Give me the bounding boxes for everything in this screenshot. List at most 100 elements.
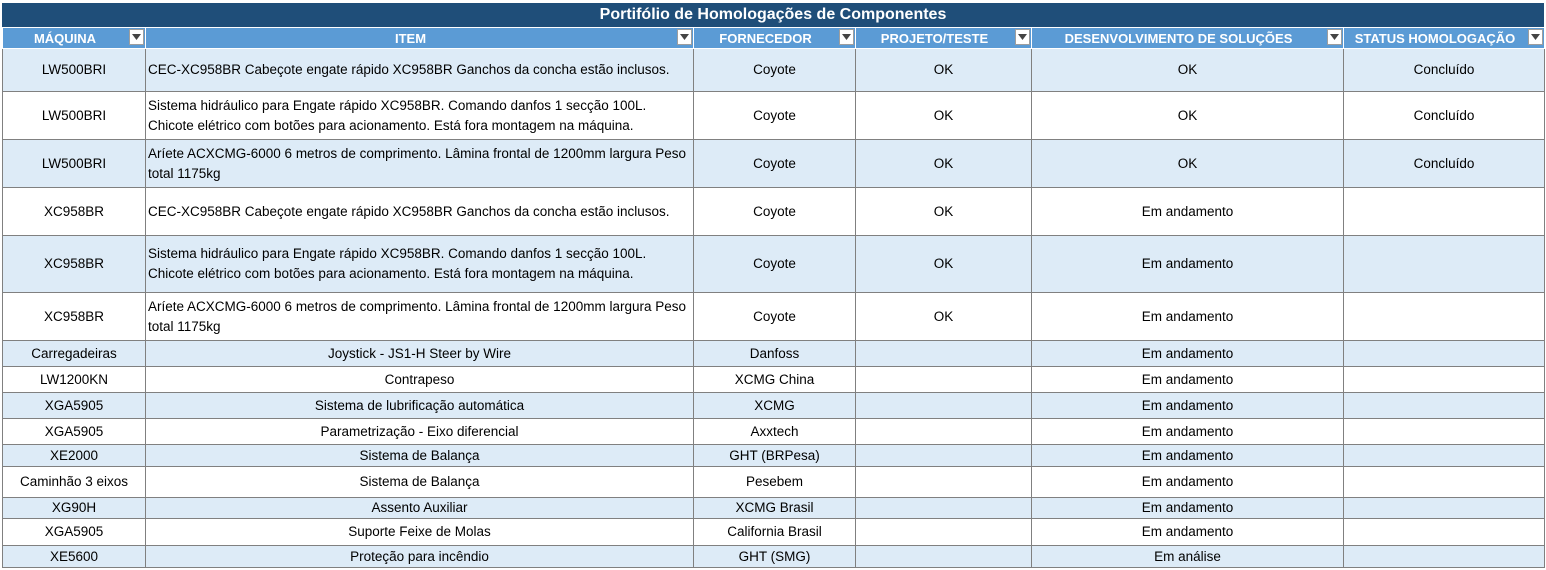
filter-dropdown-icon[interactable] [677, 29, 692, 45]
cell-item[interactable]: Sistema de Balança [145, 466, 694, 498]
cell-desenvolvimento[interactable]: Em andamento [1031, 418, 1344, 445]
cell-status[interactable] [1343, 466, 1545, 498]
cell-desenvolvimento[interactable]: OK [1031, 48, 1344, 92]
cell-status[interactable]: Concluído [1343, 48, 1545, 92]
cell-fornecedor[interactable]: Coyote [693, 187, 856, 236]
cell-desenvolvimento[interactable]: Em andamento [1031, 235, 1344, 293]
cell-status[interactable] [1343, 292, 1545, 341]
cell-item[interactable]: Sistema hidráulico para Engate rápido XC… [145, 91, 694, 140]
cell-item[interactable]: Proteção para incêndio [145, 545, 694, 568]
cell-fornecedor[interactable]: Coyote [693, 139, 856, 188]
cell-status[interactable]: Concluído [1343, 139, 1545, 188]
cell-maquina[interactable]: XC958BR [2, 187, 146, 236]
cell-fornecedor[interactable]: California Brasil [693, 518, 856, 546]
cell-desenvolvimento[interactable]: Em andamento [1031, 466, 1344, 498]
cell-status[interactable]: Concluído [1343, 91, 1545, 140]
cell-desenvolvimento[interactable]: Em andamento [1031, 366, 1344, 393]
cell-projeto-teste[interactable] [855, 392, 1032, 419]
cell-status[interactable] [1343, 392, 1545, 419]
cell-desenvolvimento[interactable]: OK [1031, 139, 1344, 188]
cell-projeto-teste[interactable] [855, 366, 1032, 393]
filter-dropdown-icon[interactable] [839, 29, 854, 45]
filter-dropdown-icon[interactable] [1015, 29, 1030, 45]
cell-desenvolvimento[interactable]: Em andamento [1031, 340, 1344, 367]
cell-maquina[interactable]: XE5600 [2, 545, 146, 568]
cell-projeto-teste[interactable] [855, 545, 1032, 568]
cell-item[interactable]: Assento Auxiliar [145, 497, 694, 519]
cell-item[interactable]: CEC-XC958BR Cabeçote engate rápido XC958… [145, 187, 694, 236]
cell-maquina[interactable]: Caminhão 3 eixos [2, 466, 146, 498]
cell-desenvolvimento[interactable]: Em análise [1031, 545, 1344, 568]
cell-maquina[interactable]: XE2000 [2, 444, 146, 467]
filter-dropdown-icon[interactable] [1528, 29, 1543, 45]
cell-status[interactable] [1343, 418, 1545, 445]
cell-projeto-teste[interactable]: OK [855, 187, 1032, 236]
cell-fornecedor[interactable]: Coyote [693, 235, 856, 293]
column-header-status: STATUS HOMOLOGAÇÃO [1343, 27, 1545, 49]
cell-fornecedor[interactable]: Pesebem [693, 466, 856, 498]
cell-maquina[interactable]: XC958BR [2, 292, 146, 341]
cell-maquina[interactable]: XGA5905 [2, 418, 146, 445]
cell-projeto-teste[interactable]: OK [855, 48, 1032, 92]
cell-item[interactable]: Parametrização - Eixo diferencial [145, 418, 694, 445]
table-body: LW500BRI CEC-XC958BR Cabeçote engate ráp… [2, 48, 1545, 568]
cell-maquina[interactable]: LW500BRI [2, 91, 146, 140]
cell-desenvolvimento[interactable]: Em andamento [1031, 292, 1344, 341]
cell-status[interactable] [1343, 545, 1545, 568]
cell-fornecedor[interactable]: Coyote [693, 91, 856, 140]
cell-maquina[interactable]: Carregadeiras [2, 340, 146, 367]
cell-item[interactable]: Aríete ACXCMG-6000 6 metros de comprimen… [145, 139, 694, 188]
cell-maquina[interactable]: LW500BRI [2, 48, 146, 92]
filter-dropdown-icon[interactable] [1327, 29, 1342, 45]
cell-fornecedor[interactable]: GHT (BRPesa) [693, 444, 856, 467]
cell-item[interactable]: Suporte Feixe de Molas [145, 518, 694, 546]
cell-fornecedor[interactable]: Coyote [693, 292, 856, 341]
table-row: LW500BRI Sistema hidráulico para Engate … [2, 91, 1545, 140]
cell-maquina[interactable]: XG90H [2, 497, 146, 519]
cell-projeto-teste[interactable] [855, 497, 1032, 519]
cell-desenvolvimento[interactable]: Em andamento [1031, 392, 1344, 419]
cell-fornecedor[interactable]: GHT (SMG) [693, 545, 856, 568]
cell-fornecedor[interactable]: Axxtech [693, 418, 856, 445]
cell-desenvolvimento[interactable]: Em andamento [1031, 187, 1344, 236]
cell-item[interactable]: CEC-XC958BR Cabeçote engate rápido XC958… [145, 48, 694, 92]
cell-fornecedor[interactable]: XCMG Brasil [693, 497, 856, 519]
cell-maquina[interactable]: LW500BRI [2, 139, 146, 188]
cell-status[interactable] [1343, 444, 1545, 467]
cell-projeto-teste[interactable]: OK [855, 292, 1032, 341]
cell-fornecedor[interactable]: XCMG China [693, 366, 856, 393]
cell-projeto-teste[interactable] [855, 444, 1032, 467]
cell-projeto-teste[interactable]: OK [855, 91, 1032, 140]
cell-desenvolvimento[interactable]: Em andamento [1031, 518, 1344, 546]
cell-projeto-teste[interactable] [855, 518, 1032, 546]
cell-projeto-teste[interactable] [855, 340, 1032, 367]
cell-item[interactable]: Sistema de lubrificação automática [145, 392, 694, 419]
cell-status[interactable] [1343, 235, 1545, 293]
cell-desenvolvimento[interactable]: OK [1031, 91, 1344, 140]
cell-maquina[interactable]: XGA5905 [2, 392, 146, 419]
table-row: XC958BR CEC-XC958BR Cabeçote engate rápi… [2, 187, 1545, 236]
cell-item[interactable]: Aríete ACXCMG-6000 6 metros de comprimen… [145, 292, 694, 341]
cell-fornecedor[interactable]: Coyote [693, 48, 856, 92]
cell-fornecedor[interactable]: Danfoss [693, 340, 856, 367]
cell-maquina[interactable]: LW1200KN [2, 366, 146, 393]
cell-status[interactable] [1343, 518, 1545, 546]
cell-status[interactable] [1343, 340, 1545, 367]
cell-status[interactable] [1343, 187, 1545, 236]
filter-dropdown-icon[interactable] [129, 29, 144, 45]
cell-status[interactable] [1343, 497, 1545, 519]
cell-item[interactable]: Sistema hidráulico para Engate rápido XC… [145, 235, 694, 293]
cell-projeto-teste[interactable] [855, 466, 1032, 498]
cell-projeto-teste[interactable]: OK [855, 235, 1032, 293]
cell-status[interactable] [1343, 366, 1545, 393]
cell-item[interactable]: Joystick - JS1-H Steer by Wire [145, 340, 694, 367]
cell-fornecedor[interactable]: XCMG [693, 392, 856, 419]
cell-maquina[interactable]: XGA5905 [2, 518, 146, 546]
cell-projeto-teste[interactable]: OK [855, 139, 1032, 188]
cell-maquina[interactable]: XC958BR [2, 235, 146, 293]
cell-item[interactable]: Sistema de Balança [145, 444, 694, 467]
cell-desenvolvimento[interactable]: Em andamento [1031, 444, 1344, 467]
cell-desenvolvimento[interactable]: Em andamento [1031, 497, 1344, 519]
cell-projeto-teste[interactable] [855, 418, 1032, 445]
cell-item[interactable]: Contrapeso [145, 366, 694, 393]
